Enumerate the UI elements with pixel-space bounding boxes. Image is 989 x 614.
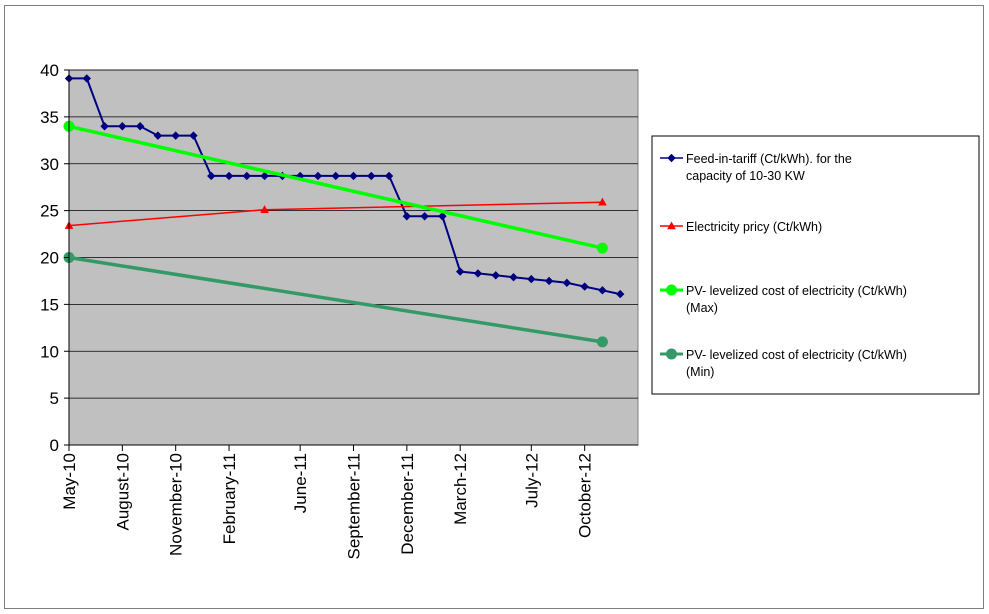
legend: Feed-in-tariff (Ct/kWh). for the capacity… [651, 135, 980, 395]
data-point [667, 153, 676, 163]
legend-label: PV- levelized cost of electricity (Ct/kW… [686, 284, 907, 298]
data-point [224, 171, 234, 181]
data-point [667, 221, 676, 230]
legend-item: PV- levelized cost of electricity (Ct/kW… [660, 348, 907, 379]
x-tick-label: June-11 [291, 453, 310, 513]
legend-item: Feed-in-tariff (Ct/kWh). for the capacity… [660, 152, 852, 183]
data-point [616, 289, 625, 299]
y-tick-label: 40 [40, 61, 59, 80]
data-point [666, 348, 677, 360]
data-point [384, 171, 394, 181]
data-point [509, 272, 518, 282]
data-point [420, 212, 429, 221]
legend-label: Feed-in-tariff (Ct/kWh). for the [686, 152, 852, 166]
data-point [349, 171, 358, 181]
series-group [63, 74, 625, 348]
legend-label: capacity of 10-30 KW [686, 169, 805, 183]
x-tick-label: November-10 [167, 453, 186, 556]
legend-label: PV- levelized cost of electricity (Ct/kW… [686, 348, 907, 362]
data-point [598, 197, 607, 206]
data-point [580, 282, 589, 291]
series-1 [64, 74, 625, 299]
data-point [331, 171, 340, 181]
x-tick-label: December-11 [398, 453, 417, 555]
series-line [68, 255, 603, 344]
y-tick-label: 25 [40, 202, 59, 221]
data-point [527, 274, 536, 284]
legend-label: (Min) [686, 365, 714, 379]
y-tick-label: 35 [40, 108, 59, 127]
y-tick-label: 5 [50, 389, 59, 408]
x-tick-label: October-12 [576, 453, 595, 538]
x-tick-label: July-12 [522, 453, 541, 508]
data-point [153, 131, 163, 140]
data-point [367, 171, 376, 181]
data-point [118, 122, 127, 131]
data-point [242, 171, 252, 181]
x-tick-label: August-10 [113, 453, 132, 531]
legend-item: Electricity pricy (Ct/kWh) [660, 220, 822, 234]
y-tick-label: 20 [40, 249, 59, 268]
x-tick-label: February-11 [220, 453, 239, 544]
series-line [68, 124, 603, 250]
series-3 [63, 120, 608, 254]
legend-label: Electricity pricy (Ct/kWh) [686, 220, 822, 234]
data-point [260, 171, 269, 181]
x-tick-label: March-12 [451, 453, 470, 525]
data-point [438, 212, 447, 221]
y-tick-label: 15 [40, 295, 59, 314]
y-tick-label: 30 [40, 155, 59, 174]
y-tick-label: 10 [40, 342, 59, 361]
data-point [100, 122, 109, 131]
data-point [562, 278, 572, 288]
y-tick-label: 0 [50, 436, 59, 455]
data-point [207, 171, 216, 181]
data-point [596, 336, 608, 348]
legend-label: (Max) [686, 301, 718, 315]
series-2 [64, 197, 607, 229]
data-point [596, 242, 608, 254]
data-point [189, 131, 198, 140]
data-point [313, 171, 323, 181]
data-point [666, 284, 677, 296]
axes: 0 5 10 15 20 25 30 35 40 May-10 August-10 November-… [40, 61, 638, 559]
legend-item: PV- levelized cost of electricity (Ct/kW… [660, 284, 907, 315]
data-point [598, 286, 607, 295]
data-point [491, 271, 500, 280]
data-point [473, 269, 483, 278]
data-point [544, 276, 554, 286]
data-point [135, 122, 145, 131]
data-point [402, 212, 412, 221]
data-point [455, 267, 465, 276]
data-point [171, 131, 180, 140]
data-point [82, 74, 91, 83]
data-point [260, 205, 269, 213]
x-tick-label: May-10 [60, 453, 79, 510]
plot-area [68, 69, 639, 446]
x-tick-label: September-11 [345, 453, 364, 559]
legend-box [651, 135, 980, 395]
